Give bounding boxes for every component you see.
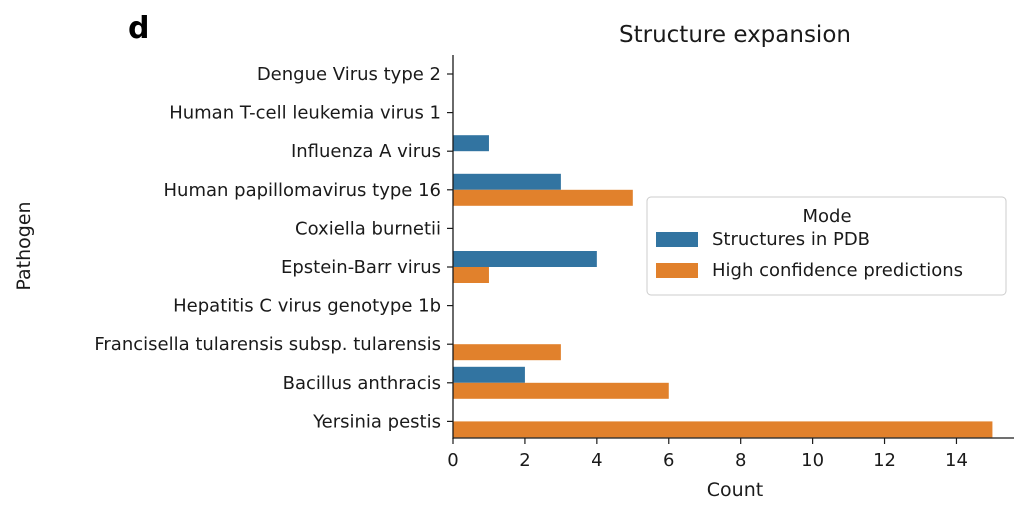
y-tick-label-dengue-virus-type-2: Dengue Virus type 2	[257, 64, 441, 85]
x-tick-label-2: 2	[519, 450, 530, 471]
x-tick-label-14: 14	[945, 450, 968, 471]
y-tick-label-coxiella-burnetii: Coxiella burnetii	[295, 218, 441, 239]
legend-title: Mode	[802, 206, 851, 227]
bar-structures-in-pdb-epstein-barr-virus	[453, 251, 597, 267]
y-tick-label-influenza-a-virus: Influenza A virus	[291, 141, 441, 162]
y-tick-label-human-papillomavirus-type-16: Human papillomavirus type 16	[164, 180, 442, 201]
y-tick-label-yersinia-pestis: Yersinia pestis	[312, 411, 441, 432]
axes-layer	[447, 55, 1014, 444]
x-tick-label-12: 12	[873, 450, 896, 471]
x-tick-label-0: 0	[447, 450, 458, 471]
y-tick-label-hepatitis-c-virus-genotype-1b: Hepatitis C virus genotype 1b	[173, 296, 441, 317]
bar-structures-in-pdb-human-papillomavirus-type-16	[453, 173, 561, 190]
legend-label-high-confidence-predictions: High confidence predictions	[712, 260, 963, 281]
bar-high-confidence-predictions-epstein-barr-virus	[453, 267, 489, 283]
y-tick-label-human-t-cell-leukemia-virus-1: Human T-cell leukemia virus 1	[169, 103, 441, 124]
x-tick-label-10: 10	[801, 450, 824, 471]
bar-structures-in-pdb-bacillus-anthracis	[453, 366, 525, 383]
bars-layer	[453, 135, 993, 438]
labels-layer: Dengue Virus type 2 Human T-cell leukemia…	[94, 64, 968, 471]
y-axis-label: Pathogen	[13, 201, 35, 290]
x-tick-label-4: 4	[591, 450, 602, 471]
chart-title: Structure expansion	[619, 22, 851, 48]
legend-swatch-high-confidence-predictions	[656, 263, 698, 278]
y-tick-label-francisella-tularensis-subsp-tularensis: Francisella tularensis subsp. tularensis	[94, 334, 441, 355]
bar-high-confidence-predictions-bacillus-anthracis	[453, 382, 669, 399]
x-tick-label-6: 6	[663, 450, 674, 471]
y-tick-label-bacillus-anthracis: Bacillus anthracis	[283, 373, 441, 394]
legend-items: Structures in PDB High confidence predict…	[656, 229, 963, 281]
legend-frame	[646, 196, 1007, 296]
panel-label: d	[128, 11, 149, 46]
bar-structures-in-pdb-influenza-a-virus	[453, 135, 489, 152]
legend-label-structures-in-pdb: Structures in PDB	[712, 229, 870, 250]
y-tick-label-epstein-barr-virus: Epstein-Barr virus	[281, 257, 441, 278]
legend: Mode Structures in PDB High confidence pr…	[646, 196, 1007, 296]
x-axis-label: Count	[707, 479, 763, 501]
bar-high-confidence-predictions-yersinia-pestis	[453, 421, 993, 438]
bar-high-confidence-predictions-francisella-tularensis-subsp-tularensis	[453, 344, 561, 361]
x-tick-label-8: 8	[735, 450, 746, 471]
legend-swatch-structures-in-pdb	[656, 232, 698, 247]
bar-high-confidence-predictions-human-papillomavirus-type-16	[453, 189, 633, 206]
